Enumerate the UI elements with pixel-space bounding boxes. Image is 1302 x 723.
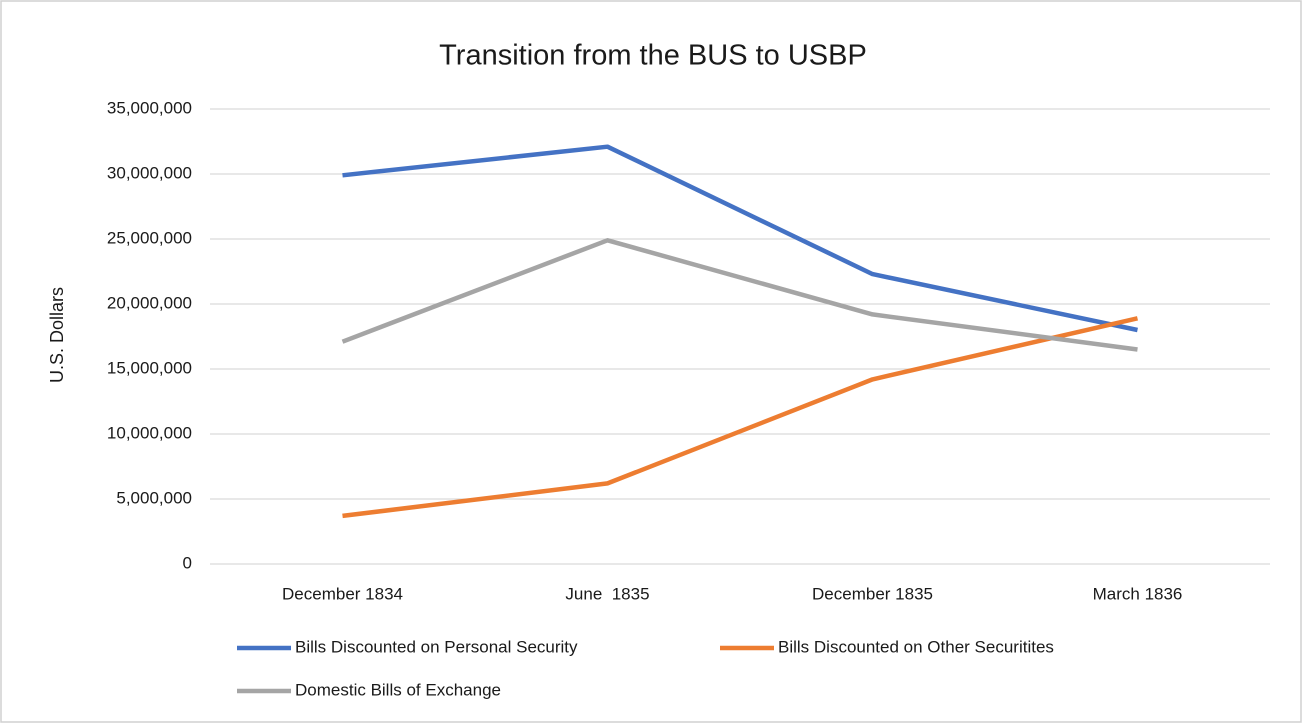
- series-line: [342, 316, 1139, 519]
- y-tick-label: 35,000,000: [107, 98, 192, 117]
- x-tick-label: March 1836: [1093, 584, 1183, 603]
- y-tick-label: 20,000,000: [107, 293, 192, 312]
- legend-label: Domestic Bills of Exchange: [295, 680, 501, 699]
- x-tick-label: June 1835: [565, 584, 649, 603]
- y-tick-label: 15,000,000: [107, 358, 192, 377]
- y-tick-label: 30,000,000: [107, 163, 192, 182]
- y-tick-label: 0: [183, 553, 192, 572]
- chart-title: Transition from the BUS to USBP: [439, 40, 867, 72]
- y-tick-label: 5,000,000: [116, 488, 192, 507]
- y-tick-label: 10,000,000: [107, 423, 192, 442]
- legend-label: Bills Discounted on Personal Security: [295, 637, 578, 656]
- y-tick-label: 25,000,000: [107, 228, 192, 247]
- series-line: [342, 144, 1138, 333]
- legend-label: Bills Discounted on Other Securitites: [778, 637, 1054, 656]
- x-tick-label: December 1835: [812, 584, 933, 603]
- series-line: [341, 238, 1138, 352]
- y-axis-label: U.S. Dollars: [47, 287, 67, 383]
- x-tick-label: December 1834: [282, 584, 403, 603]
